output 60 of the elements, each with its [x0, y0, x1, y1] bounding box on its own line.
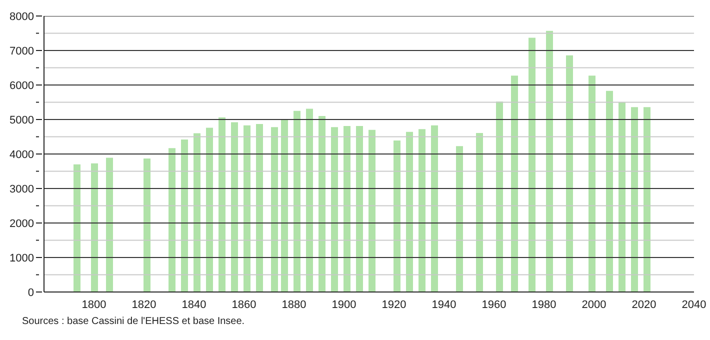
bar — [588, 76, 596, 292]
bar — [431, 125, 438, 292]
bar — [194, 133, 200, 292]
bar — [91, 163, 98, 292]
bar — [546, 30, 553, 292]
bar — [644, 107, 650, 292]
x-tick-label: 1800 — [82, 298, 106, 311]
bar — [406, 132, 413, 292]
y-tick-label: 6000 — [10, 80, 34, 92]
bar — [218, 117, 226, 292]
bar — [368, 130, 376, 292]
bar — [566, 55, 573, 292]
y-tick-label: 8000 — [10, 11, 34, 23]
x-tick-label: 1880 — [282, 298, 306, 311]
x-tick-label: 1900 — [332, 298, 356, 311]
bar — [418, 129, 426, 292]
bar — [231, 122, 238, 292]
bar — [271, 127, 278, 292]
x-tick-label: 2020 — [632, 298, 656, 311]
bar — [206, 128, 213, 292]
y-tick-label: 2000 — [10, 218, 34, 230]
x-tick-label: 1820 — [132, 298, 156, 311]
bar — [476, 132, 483, 292]
bar — [168, 148, 176, 292]
y-tick-label: 0 — [28, 287, 34, 299]
x-tick-label: 1960 — [482, 298, 506, 311]
x-tick-label: 1860 — [232, 298, 256, 311]
bar — [631, 107, 638, 292]
bar — [318, 116, 326, 292]
y-tick-label: 1000 — [10, 252, 34, 264]
bar — [294, 110, 300, 292]
bar — [496, 102, 503, 292]
bar — [394, 140, 400, 292]
bar — [144, 158, 150, 292]
bar — [244, 125, 250, 292]
x-tick-label: 2040 — [682, 298, 706, 311]
bar — [456, 146, 463, 292]
bar — [181, 140, 188, 292]
x-tick-label: 1840 — [182, 298, 206, 311]
bar — [281, 120, 288, 292]
bar — [106, 158, 113, 292]
x-tick-label: 1940 — [432, 298, 456, 311]
bar — [606, 90, 613, 292]
bar — [331, 127, 338, 292]
x-tick-label: 1980 — [532, 298, 556, 311]
x-tick-label: 1920 — [382, 298, 406, 311]
bar — [528, 38, 536, 292]
bar — [306, 108, 313, 292]
source-note: Sources : base Cassini de l'EHESS et base Insee. — [22, 316, 246, 327]
y-tick-label: 3000 — [10, 184, 34, 196]
bar — [256, 124, 263, 292]
y-tick-label: 4000 — [10, 149, 34, 161]
bar — [344, 126, 350, 292]
y-tick-label: 5000 — [10, 114, 34, 126]
bar — [74, 164, 80, 292]
x-tick-label: 2000 — [582, 298, 606, 311]
y-tick-label: 7000 — [10, 46, 34, 58]
bar — [356, 126, 363, 292]
bar — [511, 76, 518, 292]
bar — [618, 102, 626, 292]
